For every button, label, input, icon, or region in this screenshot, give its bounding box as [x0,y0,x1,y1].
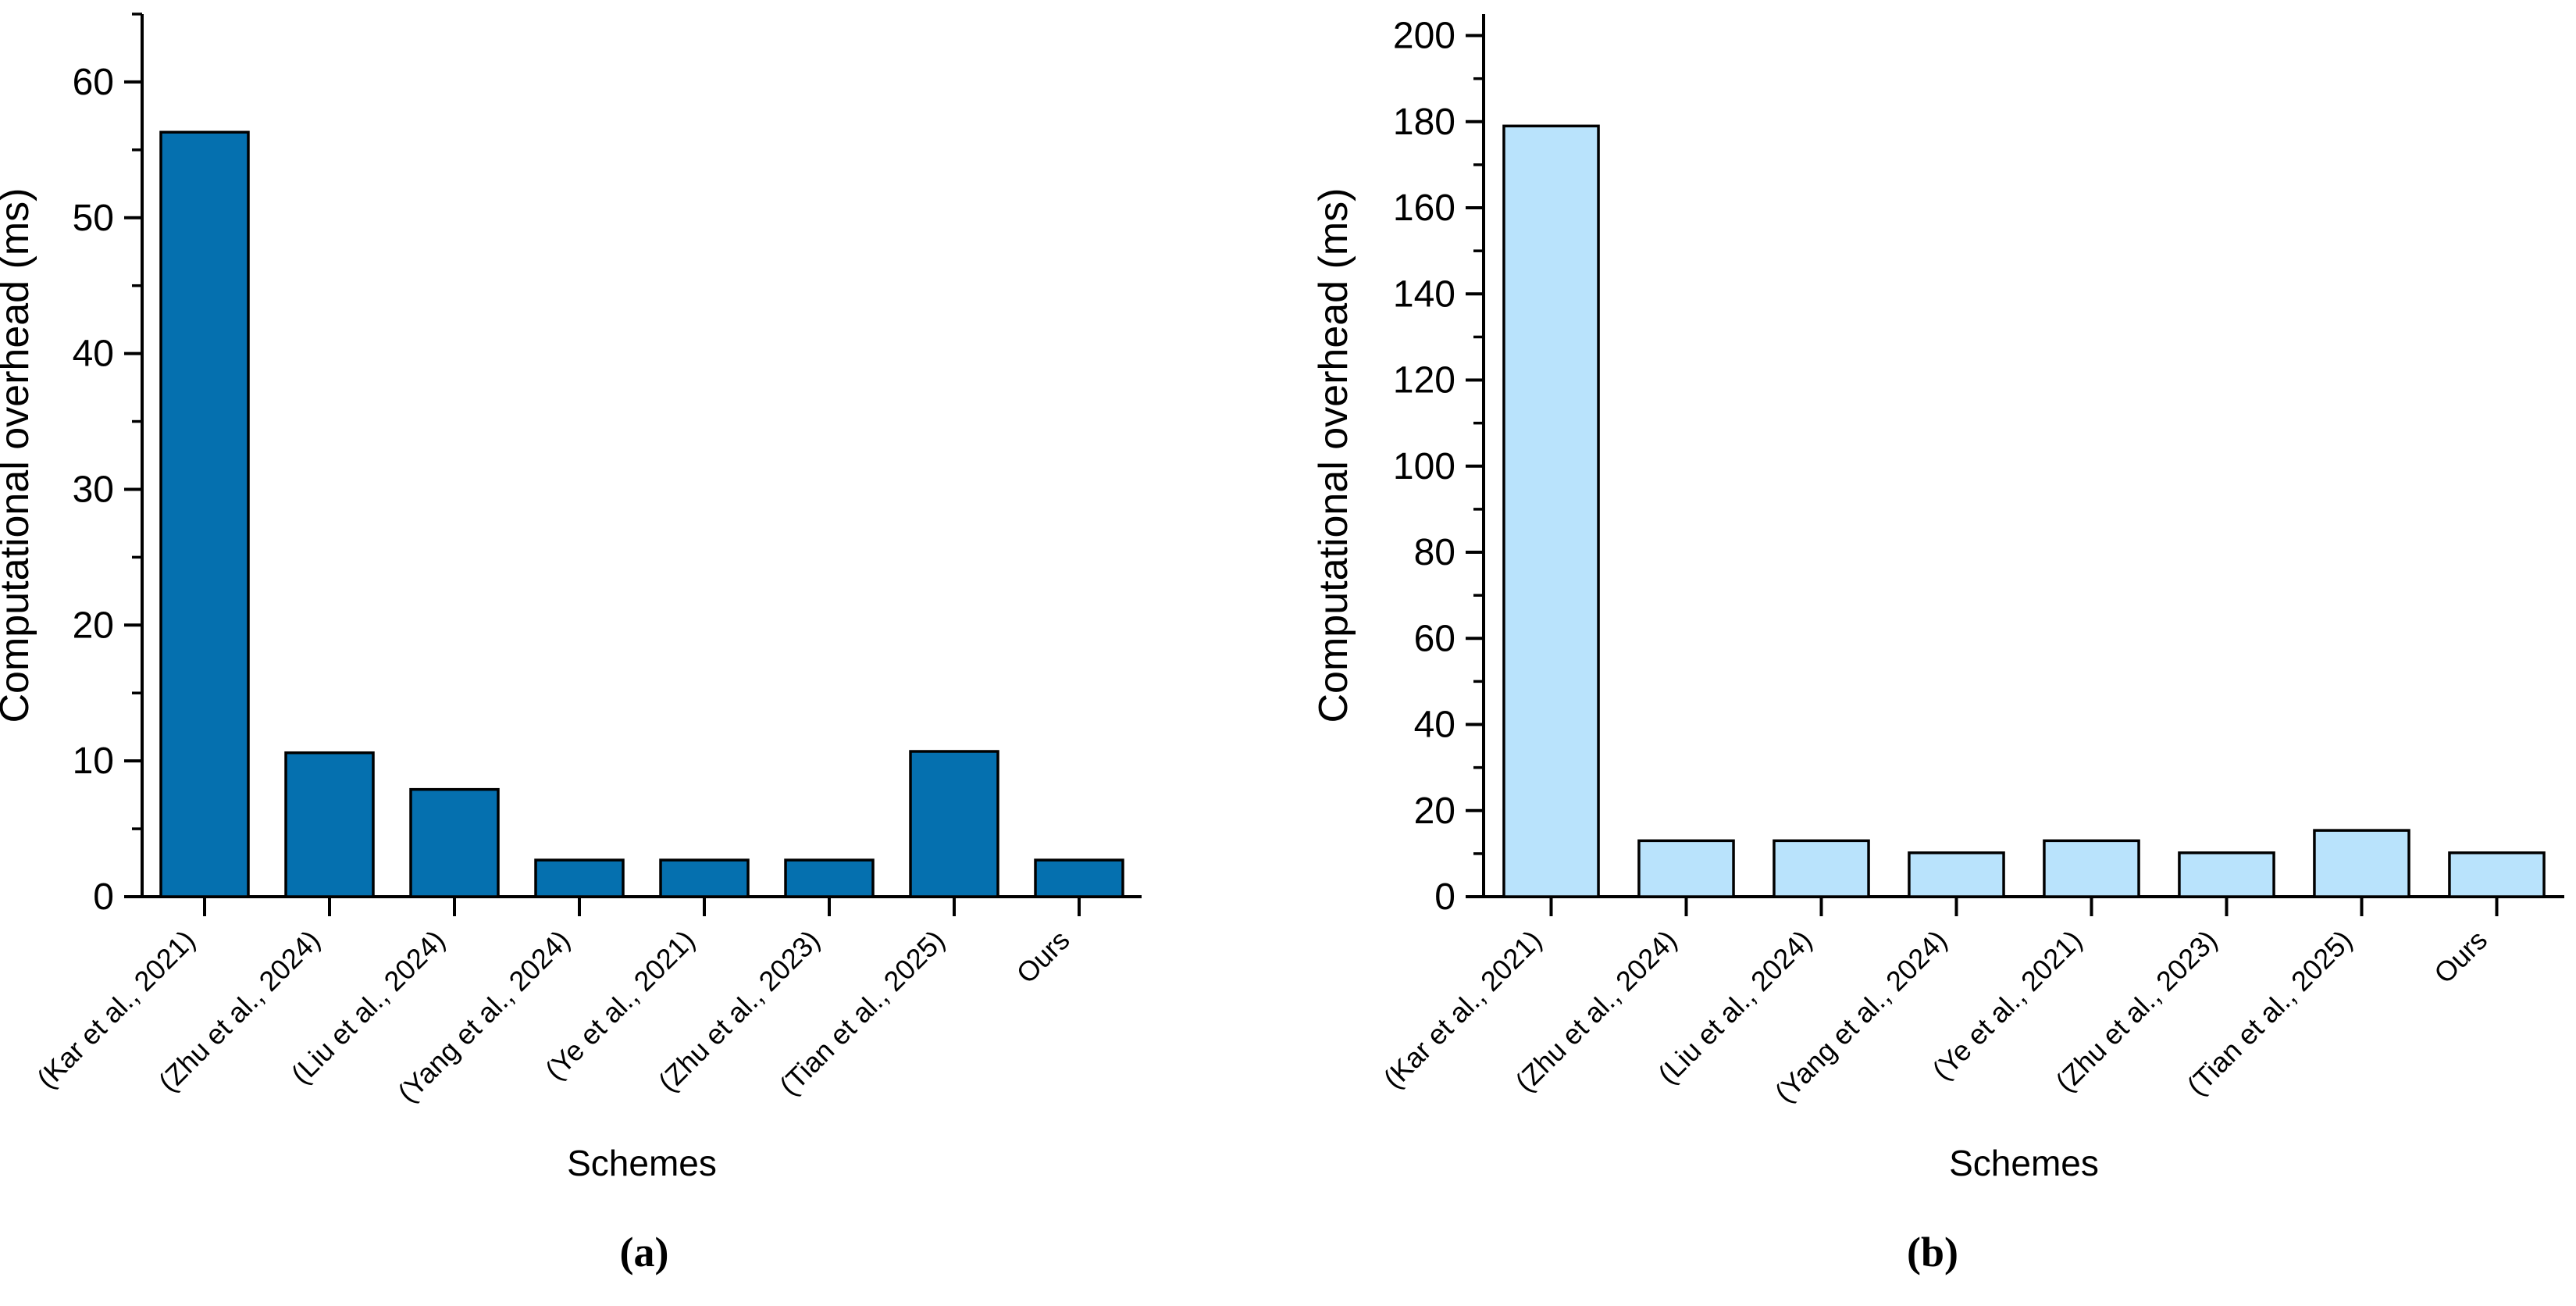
bar-8 [1034,858,1124,898]
y-tick-label: 80 [1414,532,1455,573]
bar-5 [2043,839,2140,898]
x-tick-label: Ours [2428,924,2493,990]
y-tick-label: 40 [73,334,114,375]
y-tick-label: 50 [73,198,114,239]
bar-3 [409,787,500,898]
caption-a: (a) [619,1229,669,1276]
bar-6 [784,858,875,898]
y-tick-label: 160 [1393,187,1455,229]
y-tick-label: 20 [1414,790,1455,832]
bar-8 [2448,851,2546,898]
y-axis-title: Computational overhead (ms) [0,188,37,723]
y-tick-label: 60 [1414,618,1455,659]
bar-2 [1637,839,1735,898]
y-tick-label: 10 [73,740,114,782]
y-tick-label: 140 [1393,273,1455,315]
y-tick-label: 0 [93,876,114,918]
bar-6 [2178,851,2275,898]
bar-1 [1502,124,1600,898]
x-axis-title: Schemes [567,1143,717,1183]
y-tick-label: 60 [73,62,114,103]
bar-2 [284,751,375,898]
panel-b: 0 20 40 60 80 100 120 140 160 180 200 (Kar et al., … [1288,0,2576,1306]
bar-3 [1773,839,1870,898]
y-tick-label: 100 [1393,446,1455,487]
bar-7 [2313,829,2410,898]
y-axis-title: Computational overhead (ms) [1311,188,1356,723]
panel-a: 0 10 20 30 40 50 60 (Kar et al., 2021) (Zhu et a… [0,12,1142,1276]
bar-4 [1908,851,2005,898]
caption-b: (b) [1907,1229,1958,1276]
bar-4 [534,858,625,898]
y-tick-label: 120 [1393,360,1455,401]
y-tick-label: 0 [1434,876,1455,918]
y-tick-label: 200 [1393,16,1455,57]
x-axis-title: Schemes [1949,1143,2099,1183]
x-tick-label: Ours [1010,924,1076,990]
bar-1 [159,130,250,898]
y-tick-label: 30 [73,469,114,510]
bar-7 [909,750,999,898]
y-tick-label: 20 [73,605,114,646]
bar-5 [659,858,750,898]
y-tick-label: 180 [1393,102,1455,143]
y-tick-label: 40 [1414,705,1455,746]
